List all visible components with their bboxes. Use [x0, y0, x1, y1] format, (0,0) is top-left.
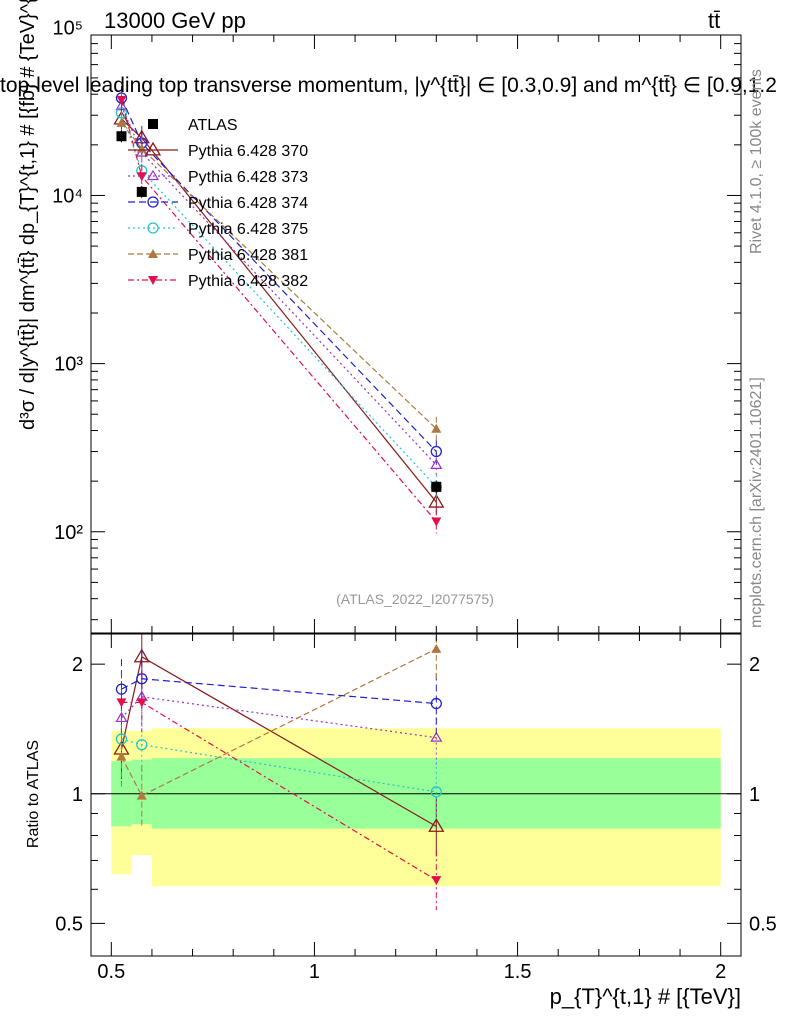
series-marker-1-2	[430, 458, 443, 469]
legend-marker-2	[147, 196, 159, 208]
rivet-version-label: Rivet 4.1.0, ≥ 100k events	[748, 69, 765, 254]
x-tick-label: 2	[715, 961, 726, 983]
main-panel-content	[113, 85, 445, 534]
x-tick-label: 1	[309, 961, 320, 983]
legend-label-1: Pythia 6.428 373	[188, 169, 308, 186]
x-tick-label: 0.5	[97, 961, 125, 983]
process-label: tt̄	[708, 8, 721, 33]
ratio-line-2	[121, 678, 437, 705]
ratio-y-tick-label-right: 1	[749, 784, 760, 806]
legend-marker-atlas	[148, 119, 158, 129]
series-marker-5-2	[431, 517, 442, 527]
series-marker-4-2	[431, 423, 442, 433]
ratio-y-tick-label-right: 0.5	[749, 913, 777, 935]
x-axis-label: p_{T}^{t,1} # [{TeV}]	[550, 984, 741, 1009]
energy-label: 13000 GeV pp	[104, 8, 246, 33]
chart-title: top-level leading top transverse momentu…	[0, 74, 777, 97]
legend-label-5: Pythia 6.428 382	[188, 273, 308, 290]
legend-marker-1	[146, 169, 160, 181]
ratio-marker-3-2	[430, 786, 442, 798]
panel-frames	[90, 34, 742, 957]
ratio-marker-5-0	[116, 698, 127, 708]
analysis-tag: (ATLAS_2022_I2077575)	[336, 591, 494, 607]
ratio-marker-5-1	[136, 698, 147, 708]
ratio-frame	[90, 633, 742, 957]
ratio-marker-4-2	[431, 643, 442, 653]
series-line-5	[120, 99, 437, 522]
ratio-marker-0-2	[428, 818, 445, 832]
ratio-marker-2-2	[430, 697, 442, 710]
y-axis-label-main: d³σ / d|y^{tt̄}| dm^{tt̄} dp_{T}^{t,1} #…	[17, 0, 39, 430]
ratio-marker-2-0	[115, 683, 128, 695]
legend-marker-0	[144, 141, 162, 156]
series-marker-5-1	[136, 172, 147, 182]
ratio-marker-1-2	[430, 731, 443, 742]
legend-marker-5	[148, 276, 158, 285]
main-y-tick-label: 10²	[54, 522, 83, 544]
data-point-0	[116, 131, 127, 142]
data-point-2	[431, 481, 442, 492]
axes: 10² 10³ 10⁴ 10⁵ 0.5 0.5 1 1 2 2 0.5 1 1.5 2	[52, 17, 777, 983]
ratio-marker-4-0	[116, 751, 127, 761]
ratio-marker-4-1	[136, 790, 147, 800]
ratio-y-tick-label-right: 2	[749, 654, 760, 676]
ratio-y-tick-label: 2	[72, 654, 83, 676]
main-y-tick-label: 10⁴	[52, 185, 83, 207]
legend-label-atlas: ATLAS	[188, 117, 238, 134]
ratio-y-tick-label: 1	[72, 784, 83, 806]
y-axis-label-ratio: Ratio to ATLAS	[25, 740, 42, 848]
ratio-y-tick-label: 0.5	[55, 913, 83, 935]
axis-labels: top-level leading top transverse momentu…	[0, 0, 777, 1009]
ratio-marker-5-2	[431, 876, 442, 886]
ratio-marker-1-0	[115, 711, 128, 723]
legend-label-2: Pythia 6.428 374	[188, 195, 308, 212]
series-marker-5-0	[116, 95, 127, 105]
series-marker-4-0	[116, 117, 127, 127]
legend-label-4: Pythia 6.428 381	[188, 247, 308, 264]
legend-marker-3	[147, 222, 159, 234]
legend-label-0: Pythia 6.428 370	[188, 143, 308, 160]
series-marker-0-2	[428, 493, 445, 508]
ratio-marker-3-0	[115, 733, 128, 745]
main-frame	[90, 34, 742, 634]
legend-marker-4	[148, 249, 158, 258]
source-label: mcplots.cern.ch [arXiv:2401.10621]	[748, 377, 765, 628]
main-y-tick-label: 10³	[54, 354, 83, 376]
ratio-line-4	[120, 648, 437, 797]
x-tick-label: 1.5	[504, 961, 532, 983]
data-point-1	[136, 186, 147, 197]
ratio-panel-content	[91, 634, 741, 911]
main-y-tick-label: 10⁵	[52, 17, 83, 39]
ratio-marker-3-1	[136, 739, 148, 751]
series-marker-2-2	[430, 445, 442, 458]
legend-label-3: Pythia 6.428 375	[188, 221, 308, 238]
legend: ATLAS Pythia 6.428 370 Pythia 6.428 373 Pyt…	[128, 117, 308, 290]
